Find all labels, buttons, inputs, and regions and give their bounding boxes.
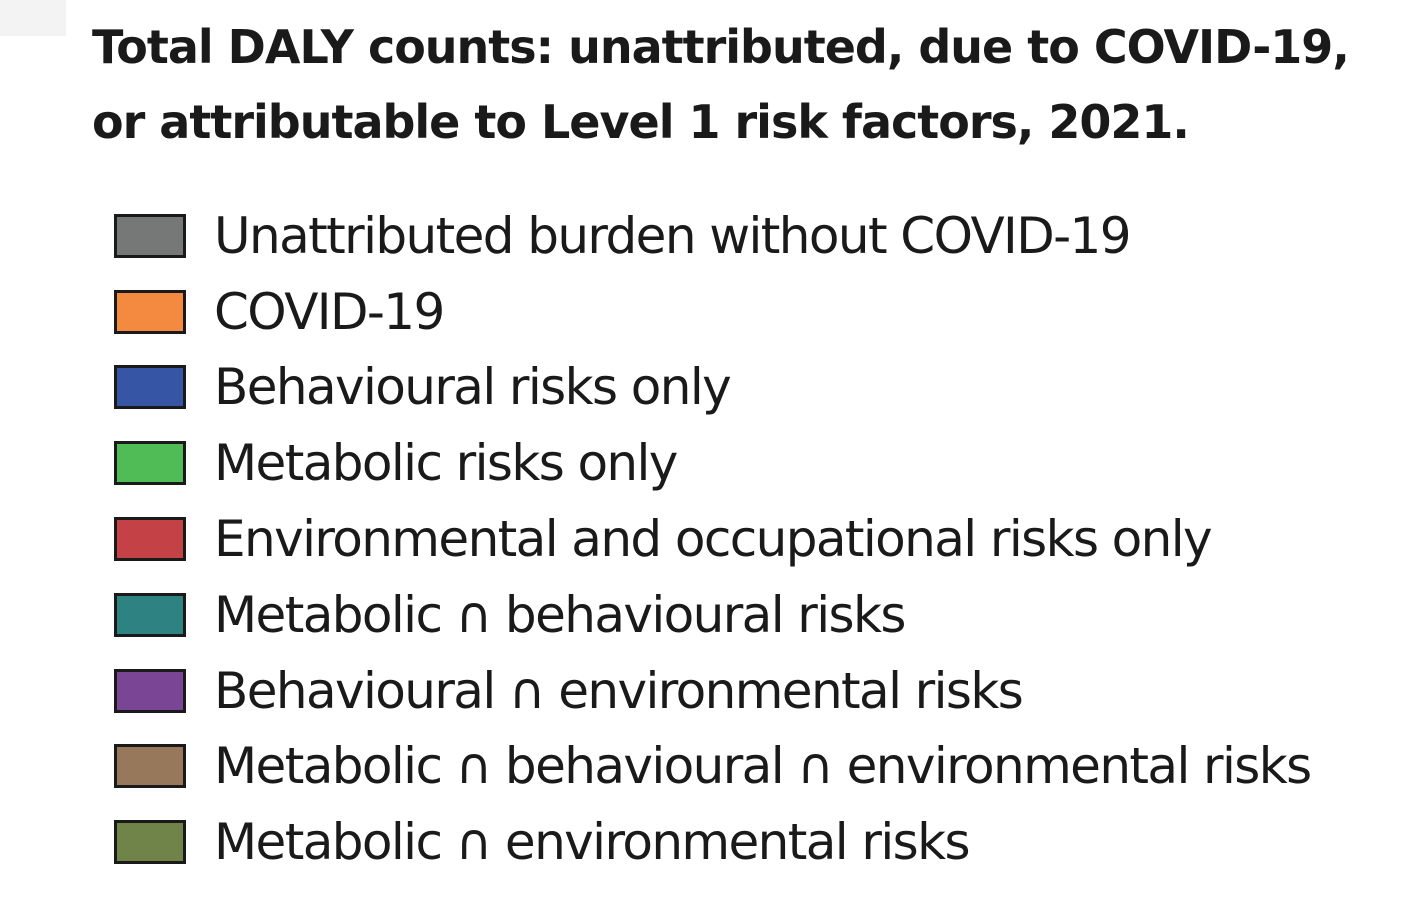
legend-label: Environmental and occupational risks onl… (214, 510, 1213, 569)
legend-swatch (114, 365, 186, 410)
legend-swatch (114, 592, 186, 637)
legend-swatch (114, 668, 186, 713)
legend-item: Behavioural risks only (114, 350, 1404, 426)
legend-label: Metabolic ∩ environmental risks (214, 813, 971, 872)
legend-label: Behavioural risks only (214, 358, 732, 417)
legend-label: Metabolic ∩ behavioural risks (214, 585, 906, 644)
legend-item: Metabolic ∩ environmental risks (114, 804, 1404, 880)
chart-title-line-2: or attributable to Level 1 risk factors,… (92, 95, 1190, 149)
legend-label: COVID-19 (214, 282, 445, 341)
corner-mark (0, 0, 66, 36)
legend-item: Metabolic ∩ behavioural risks (114, 577, 1404, 653)
legend-label: Unattributed burden without COVID-19 (214, 206, 1132, 265)
legend-swatch (114, 820, 186, 865)
legend-item: COVID-19 (114, 274, 1404, 350)
legend-swatch (114, 213, 186, 258)
legend-swatch (114, 744, 186, 789)
legend-item: Metabolic risks only (114, 425, 1404, 501)
legend-item: Behavioural ∩ environmental risks (114, 653, 1404, 729)
legend-label: Metabolic risks only (214, 434, 678, 493)
legend-swatch (114, 289, 186, 334)
legend-swatch (114, 517, 186, 562)
legend: Unattributed burden without COVID-19 COVI… (114, 198, 1404, 880)
legend-item: Metabolic ∩ behavioural ∩ environmental … (114, 729, 1404, 805)
legend-item: Unattributed burden without COVID-19 (114, 198, 1404, 274)
chart-title: Total DALY counts: unattributed, due to … (92, 10, 1402, 160)
legend-label: Metabolic ∩ behavioural ∩ environmental … (214, 737, 1312, 796)
legend-label: Behavioural ∩ environmental risks (214, 661, 1024, 720)
legend-item: Environmental and occupational risks onl… (114, 501, 1404, 577)
chart-title-line-1: Total DALY counts: unattributed, due to … (92, 20, 1350, 74)
legend-swatch (114, 441, 186, 486)
